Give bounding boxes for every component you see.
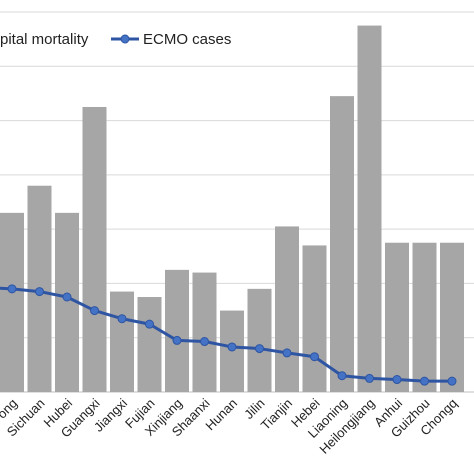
point-chongqing: [447, 376, 457, 386]
bar-fujian: [137, 297, 162, 392]
point-hebei: [310, 352, 319, 362]
bar-liaoning: [330, 96, 354, 393]
bar-guizhou: [412, 242, 437, 392]
bar-jiangxi: [110, 291, 134, 392]
bar-guangdong: [0, 212, 24, 392]
point-guangdong: [7, 284, 17, 294]
line-series-ecmo-cases: [0, 284, 457, 386]
point-guangxi: [90, 306, 99, 316]
point-jiangxi: [117, 314, 127, 324]
point-liaoning: [337, 371, 347, 381]
legend-label-hospital-mortality: pital mortality: [0, 31, 89, 48]
bar-guangxi: [82, 107, 107, 392]
point-hunan: [227, 342, 237, 352]
bar-series-hospital-mortality: [0, 25, 464, 393]
line-path-ecmo-cases: [0, 286, 452, 383]
bar-shaanxi: [192, 272, 217, 392]
point-xinjiang: [172, 335, 182, 345]
point-guizhou: [420, 376, 429, 386]
x-tick-label-hunan: Hunan: [202, 396, 240, 434]
point-anhui: [392, 375, 402, 385]
point-hubei: [62, 292, 72, 302]
legend: pital mortality ECMO cases: [0, 24, 250, 54]
bar-tianjin: [275, 226, 299, 392]
point-shaanxi: [200, 337, 209, 347]
bar-anhui: [385, 242, 409, 392]
bar-chongqing: [440, 242, 464, 392]
bar-heilongjiang: [357, 25, 382, 392]
bar-jilin: [247, 288, 272, 392]
point-fujian: [145, 319, 154, 329]
point-tianjin: [282, 348, 292, 358]
x-tick-label-tianjin: Tianjin: [258, 396, 295, 433]
bar-xinjiang: [165, 269, 189, 392]
point-jilin: [255, 344, 264, 354]
point-sichuan: [35, 287, 44, 297]
bar-hebei: [302, 245, 327, 392]
legend-marker-ecmo-cases: [120, 34, 130, 44]
x-tick-labels: ongSichuanHubeiGuangxiJiangxiFujianXinji…: [0, 395, 460, 456]
legend-label-ecmo-cases: ECMO cases: [143, 31, 231, 48]
point-heilongjiang: [365, 373, 374, 383]
